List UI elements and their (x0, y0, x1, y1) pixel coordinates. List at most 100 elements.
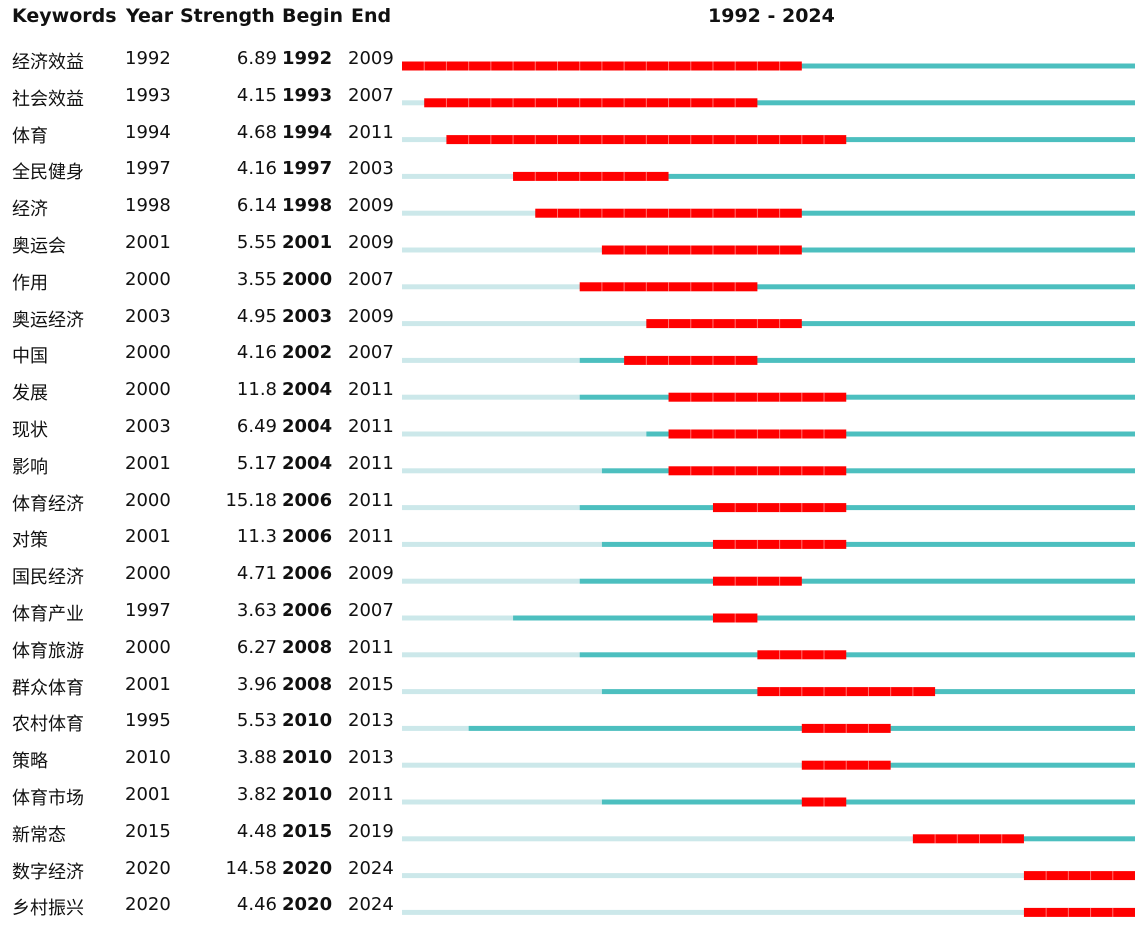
burst-segment (402, 61, 802, 71)
timeline-active-segment (601, 541, 1135, 547)
begin-cell: 1994 (282, 121, 333, 143)
strength-cell: 5.55 (236, 232, 277, 253)
end-cell: 2009 (348, 195, 394, 217)
table-row: 数字经济 2020 14.58 2020 2024 (0, 854, 400, 886)
begin-cell: 2006 (282, 489, 333, 511)
timeline-inactive-segment (402, 210, 536, 216)
strength-cell: 5.53 (236, 710, 277, 732)
table-row: 乡村振兴 2020 4.46 2020 2024 (0, 890, 400, 922)
strength-cell: 6.14 (236, 195, 277, 217)
timeline-active-segment (535, 210, 1135, 216)
timeline-inactive-segment (402, 137, 447, 143)
table-row: 全民健身 1997 4.16 1997 2003 (0, 154, 400, 186)
year-cell: 2000 (125, 636, 171, 658)
timeline-active-segment (513, 615, 1135, 621)
year-cell: 2001 (125, 784, 171, 805)
begin-cell: 2008 (282, 636, 333, 658)
burst-segment (668, 429, 847, 439)
end-cell: 2011 (348, 379, 394, 401)
strength-cell: 6.27 (236, 636, 277, 658)
burst-segment (712, 539, 847, 549)
table-row: 对策 2001 11.3 2006 2011 (0, 522, 400, 554)
timeline-active-segment (579, 284, 1135, 290)
strength-cell: 3.55 (236, 268, 277, 290)
begin-cell: 1993 (282, 84, 333, 106)
table-row: 经济效益 1992 6.89 1992 2009 (0, 44, 400, 76)
end-cell: 2011 (348, 416, 394, 437)
end-cell: 2019 (348, 820, 394, 842)
strength-cell: 5.17 (236, 452, 277, 474)
begin-cell: 2003 (282, 305, 333, 327)
year-cell: 2001 (125, 232, 171, 253)
table-row: 作用 2000 3.55 2000 2007 (0, 265, 400, 297)
timeline-inactive-segment (402, 100, 425, 106)
timeline-active-segment (601, 799, 1135, 805)
timeline-active-segment (579, 505, 1135, 511)
year-cell: 2010 (125, 747, 171, 769)
keyword-cell: 经济 (12, 199, 48, 221)
keyword-cell: 国民经济 (12, 567, 84, 589)
year-cell: 1994 (125, 121, 171, 143)
end-cell: 2015 (348, 673, 394, 695)
timeline-inactive-segment (402, 725, 469, 731)
begin-cell: 2000 (282, 268, 333, 290)
timeline-active-segment (579, 578, 1135, 584)
year-cell: 2001 (125, 526, 171, 548)
begin-cell: 2004 (282, 379, 333, 401)
burst-segment (712, 503, 847, 513)
timeline-inactive-segment (402, 689, 602, 695)
timeline-active-segment (513, 173, 1135, 179)
table-row: 农村体育 1995 5.53 2010 2013 (0, 706, 400, 738)
strength-cell: 11.3 (236, 526, 277, 548)
burst-segment (513, 171, 669, 181)
table-row: 体育 1994 4.68 1994 2011 (0, 118, 400, 150)
table-row: 中国 2000 4.16 2002 2007 (0, 338, 400, 370)
keyword-cell: 乡村振兴 (12, 898, 84, 920)
header-year: Year (126, 5, 174, 27)
end-cell: 2011 (348, 121, 394, 143)
burst-segment (668, 392, 847, 402)
year-cell: 2020 (125, 894, 171, 916)
burst-segment (668, 466, 847, 476)
year-cell: 2000 (125, 268, 171, 290)
timeline-active-segment (601, 468, 1135, 474)
burst-segment (712, 576, 802, 586)
strength-cell: 6.89 (236, 48, 277, 69)
end-cell: 2003 (348, 158, 394, 180)
timeline-inactive-segment (402, 652, 580, 658)
burst-segment (801, 797, 847, 807)
timeline-active-segment (579, 357, 1135, 363)
burst-segment (801, 760, 891, 770)
table-row: 群众体育 2001 3.96 2008 2015 (0, 670, 400, 702)
begin-cell: 2020 (282, 894, 333, 916)
year-cell: 2000 (125, 379, 171, 401)
end-cell: 2011 (348, 636, 394, 658)
burst-segment (757, 687, 936, 697)
burst-segment (446, 135, 847, 145)
begin-cell: 2004 (282, 416, 333, 437)
begin-cell: 1998 (282, 195, 333, 217)
year-cell: 1992 (125, 48, 171, 69)
timeline-inactive-segment (402, 247, 602, 253)
keyword-cell: 体育旅游 (12, 640, 84, 662)
keyword-cell: 对策 (12, 530, 48, 552)
end-cell: 2013 (348, 747, 394, 769)
keyword-cell: 奥运经济 (12, 309, 84, 331)
timeline-inactive-segment (402, 394, 580, 400)
table-row: 体育产业 1997 3.63 2006 2007 (0, 596, 400, 628)
table-row: 发展 2000 11.8 2004 2011 (0, 375, 400, 407)
keyword-cell: 群众体育 (12, 677, 84, 699)
begin-cell: 2010 (282, 747, 333, 769)
strength-cell: 4.15 (236, 84, 277, 106)
year-cell: 2003 (125, 416, 171, 437)
end-cell: 2009 (348, 563, 394, 585)
table-row: 奥运会 2001 5.55 2001 2009 (0, 228, 400, 260)
strength-cell: 6.49 (236, 416, 277, 437)
begin-cell: 2010 (282, 784, 333, 805)
keyword-cell: 新常态 (12, 824, 66, 846)
timeline-inactive-segment (402, 799, 602, 805)
keyword-cell: 影响 (12, 456, 48, 478)
keyword-cell: 经济效益 (12, 52, 84, 73)
begin-cell: 2006 (282, 526, 333, 548)
